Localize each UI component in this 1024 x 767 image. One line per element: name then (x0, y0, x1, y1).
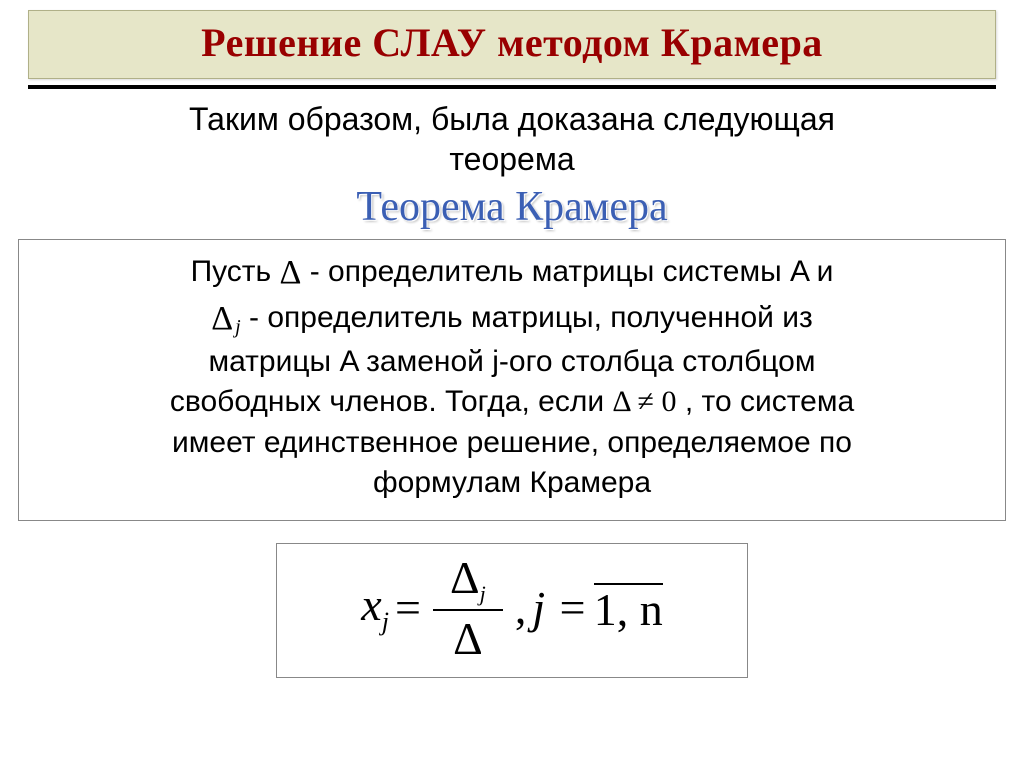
subscript-j: j (235, 316, 241, 338)
slide-title: Решение СЛАУ методом Крамера (201, 20, 823, 65)
var-x: x (361, 579, 381, 630)
theorem-title: Теорема Крамера (0, 183, 1024, 231)
delta-symbol: Δ (450, 552, 480, 603)
theorem-line-2: Δj - определитель матрицы, полученной из (33, 296, 991, 342)
text: - определитель матрицы, полученной из (249, 301, 813, 334)
numerator: Δj (440, 554, 496, 605)
equals: = (395, 585, 421, 631)
delta-neq-zero: Δ ≠ 0 (612, 385, 676, 418)
subscript-j: j (480, 581, 486, 606)
subtitle-line-2: теорема (449, 141, 574, 177)
overline (594, 583, 663, 585)
theorem-line-5: имеет единственное решение, определяемое… (33, 423, 991, 464)
slide: Решение СЛАУ методом Крамера Таким образ… (0, 10, 1024, 767)
subtitle-line-1: Таким образом, была доказана следующая (189, 101, 835, 137)
comma: , (515, 585, 527, 631)
theorem-box: Пусть Δ - определитель матрицы системы A… (18, 239, 1006, 521)
subscript-j: j (382, 607, 389, 636)
range-text: 1, n (594, 584, 663, 635)
text: Пусть (191, 255, 280, 288)
text: свободных членов. Тогда, если (170, 385, 613, 418)
delta-symbol: Δ (280, 250, 302, 296)
theorem-line-3: матрицы A заменой j-ого столбца столбцом (33, 342, 991, 383)
horizontal-rule (28, 85, 996, 89)
fraction-bar (433, 609, 503, 611)
theorem-line-6: формулам Крамера (33, 463, 991, 504)
text: - определитель матрицы системы A и (310, 255, 834, 288)
denominator: Δ (443, 615, 493, 663)
x-sub-j: xj (361, 582, 389, 635)
delta-symbol: Δ (211, 296, 233, 342)
text: , то система (685, 385, 854, 418)
formula-box: xj = Δj Δ , j = 1, n (276, 543, 748, 678)
j-equals: j = (532, 585, 587, 631)
range-1-n: 1, n (594, 583, 663, 633)
theorem-line-1: Пусть Δ - определитель матрицы системы A… (33, 250, 991, 296)
theorem-line-4: свободных членов. Тогда, если Δ ≠ 0 , то… (33, 382, 991, 423)
title-band: Решение СЛАУ методом Крамера (28, 10, 996, 79)
subtitle: Таким образом, была доказана следующая т… (40, 99, 984, 179)
fraction: Δj Δ (433, 554, 503, 663)
cramer-formula: xj = Δj Δ , j = 1, n (361, 554, 662, 663)
